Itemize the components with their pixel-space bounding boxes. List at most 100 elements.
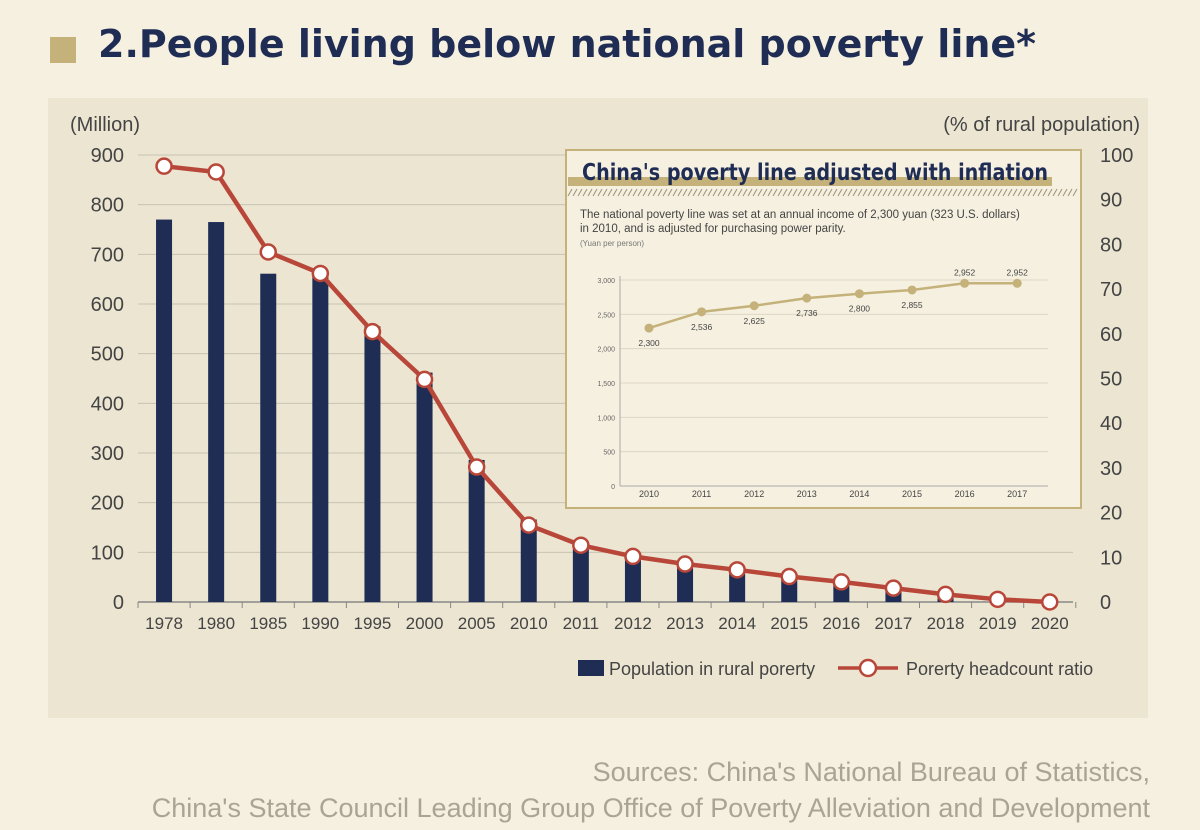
hatch-stroke xyxy=(567,188,573,197)
hatch-stroke xyxy=(977,188,983,197)
y-tick-label-right: 20 xyxy=(1100,503,1122,525)
hatch-stroke xyxy=(872,188,878,197)
inset-title-underline xyxy=(568,177,1052,186)
bar-rural-poverty-population xyxy=(416,372,433,602)
hatch-stroke xyxy=(847,188,853,197)
x-tick-label: 2010 xyxy=(510,614,548,633)
headcount-ratio-point xyxy=(884,579,903,597)
x-tick-label: 2012 xyxy=(614,614,652,633)
hatch-stroke xyxy=(1037,188,1043,197)
hatch-stroke xyxy=(642,188,648,197)
hatch-stroke xyxy=(707,188,713,197)
hatch-stroke xyxy=(627,188,633,197)
hatch-stroke xyxy=(732,188,738,197)
hatch-stroke xyxy=(697,188,703,197)
inset-data-label: 2,952 xyxy=(1007,267,1029,277)
inset-y-tick-label: 3,000 xyxy=(597,278,615,285)
headcount-ratio-point xyxy=(1041,593,1059,611)
inset-x-tick-label: 2014 xyxy=(849,489,869,499)
bar-rural-poverty-population xyxy=(208,222,225,603)
y-tick-label-right: 60 xyxy=(1100,324,1122,346)
inset-x-tick-label: 2012 xyxy=(744,489,764,499)
x-tick-label: 2011 xyxy=(563,614,600,633)
headcount-ratio-point xyxy=(728,561,746,579)
hatch-stroke xyxy=(907,188,913,197)
hatch-stroke xyxy=(667,188,673,197)
hatch-stroke xyxy=(887,188,893,197)
x-tick-label: 2015 xyxy=(770,614,808,633)
hatch-stroke xyxy=(962,188,968,197)
headcount-ratio-point xyxy=(207,163,225,181)
hatch-stroke xyxy=(897,188,903,197)
x-tick-label: 2019 xyxy=(979,614,1017,633)
headcount-ratio-point xyxy=(832,573,851,591)
x-tick-label: 2017 xyxy=(875,614,913,633)
hatch-stroke xyxy=(967,188,973,197)
inset-x-tick-label: 2011 xyxy=(692,489,711,499)
hatch-stroke xyxy=(1047,188,1053,197)
hatch-stroke xyxy=(932,188,938,197)
legend-line-marker xyxy=(858,658,878,678)
hatch-stroke xyxy=(687,188,693,197)
inset-data-label: 2,625 xyxy=(744,316,766,326)
hatch-stroke xyxy=(982,188,988,197)
inset-x-tick-label: 2015 xyxy=(902,489,922,499)
hatch-stroke xyxy=(722,188,728,197)
legend-bar-swatch xyxy=(578,660,604,676)
hatch-stroke xyxy=(617,188,623,197)
hatch-stroke xyxy=(1002,188,1008,197)
x-tick-label: 2013 xyxy=(666,614,704,633)
inset-point xyxy=(644,323,654,333)
hatch-stroke xyxy=(1052,188,1058,197)
headcount-ratio-point xyxy=(936,585,955,604)
headcount-ratio-point xyxy=(780,567,798,586)
hatch-stroke xyxy=(992,188,998,197)
hatch-stroke xyxy=(807,188,813,197)
hatch-stroke xyxy=(972,188,978,197)
hatch-stroke xyxy=(727,188,733,197)
x-tick-label: 1978 xyxy=(145,614,183,633)
hatch-stroke xyxy=(692,188,698,197)
y-tick-label-right: 90 xyxy=(1100,190,1122,212)
headcount-ratio-point xyxy=(415,370,434,389)
inset-data-label: 2,800 xyxy=(849,304,871,314)
x-tick-label: 1995 xyxy=(354,614,392,633)
inset-point xyxy=(960,278,970,288)
hatch-stroke xyxy=(997,188,1003,197)
y-tick-label-right: 100 xyxy=(1100,145,1133,167)
hatch-stroke xyxy=(877,188,883,197)
hatch-stroke xyxy=(802,188,808,197)
y-tick-label-left: 100 xyxy=(91,542,124,564)
inset-x-tick-label: 2010 xyxy=(639,489,659,499)
x-tick-label: 1980 xyxy=(197,614,235,633)
hatch-stroke xyxy=(657,188,663,197)
hatch-stroke xyxy=(752,188,758,197)
headcount-ratio-point xyxy=(155,157,173,175)
inset-data-label: 2,736 xyxy=(796,308,818,318)
hatch-stroke xyxy=(682,188,688,197)
hatch-stroke xyxy=(702,188,708,197)
hatch-stroke xyxy=(987,188,993,197)
hatch-stroke xyxy=(757,188,763,197)
headcount-ratio-point xyxy=(311,264,330,283)
inset-background xyxy=(565,149,1082,509)
headcount-ratio-point xyxy=(572,536,590,554)
x-tick-label: 1985 xyxy=(249,614,287,633)
x-tick-label: 2005 xyxy=(458,614,496,633)
hatch-stroke xyxy=(1057,188,1063,197)
x-tick-label: 2020 xyxy=(1031,614,1069,633)
hatch-stroke xyxy=(937,188,943,197)
y-tick-label-right: 30 xyxy=(1100,458,1122,480)
headcount-ratio-point xyxy=(363,322,382,341)
hatch-stroke xyxy=(767,188,773,197)
y-tick-label-right: 0 xyxy=(1100,592,1111,614)
hatch-stroke xyxy=(712,188,718,197)
hatch-stroke xyxy=(717,188,723,197)
inset-point xyxy=(907,285,917,295)
sources-line-1: Sources: China's National Bureau of Stat… xyxy=(592,757,1150,787)
hatch-stroke xyxy=(902,188,908,197)
y-tick-label-left: 200 xyxy=(91,493,124,515)
sources: Sources: China's National Bureau of Stat… xyxy=(152,754,1150,826)
inset-title: China's poverty line adjusted with infla… xyxy=(582,160,1048,186)
inset-point xyxy=(749,301,759,311)
